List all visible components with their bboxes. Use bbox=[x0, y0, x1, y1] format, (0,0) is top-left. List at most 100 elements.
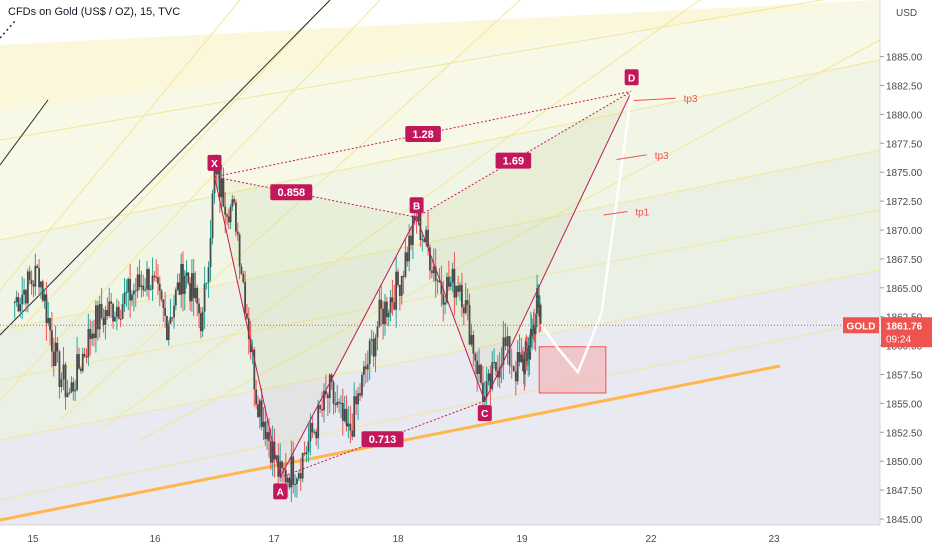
candle-body bbox=[397, 271, 399, 285]
candle bbox=[305, 446, 308, 463]
candle bbox=[351, 413, 354, 441]
candle bbox=[506, 326, 509, 365]
candle-body bbox=[464, 300, 467, 314]
candle-body bbox=[183, 275, 186, 294]
candle bbox=[102, 308, 105, 333]
candle bbox=[28, 265, 31, 285]
target-line-tp3[interactable] bbox=[616, 154, 647, 160]
candle bbox=[440, 265, 443, 307]
candle-body bbox=[402, 275, 405, 277]
candle-body bbox=[121, 304, 124, 319]
channel-band bbox=[0, 60, 880, 330]
candle-body bbox=[521, 354, 524, 357]
candle bbox=[246, 303, 248, 320]
candle bbox=[158, 276, 161, 307]
candle bbox=[257, 395, 259, 419]
candle-body bbox=[476, 360, 479, 375]
target-line-tp3[interactable] bbox=[633, 97, 676, 102]
projection-path[interactable] bbox=[540, 91, 633, 375]
candle bbox=[514, 360, 517, 396]
candle-body bbox=[374, 337, 377, 357]
candle-body bbox=[442, 294, 445, 305]
candle bbox=[328, 373, 331, 414]
fan-line bbox=[0, 0, 381, 401]
ratio-label: 0.713 bbox=[369, 434, 397, 446]
candle bbox=[244, 271, 247, 320]
candle-body bbox=[171, 317, 174, 319]
candle-body bbox=[347, 423, 350, 427]
candle-body bbox=[129, 278, 132, 301]
candle bbox=[355, 389, 358, 415]
candle-body bbox=[393, 302, 396, 310]
candle-body bbox=[117, 306, 120, 319]
candle bbox=[79, 365, 82, 374]
candle bbox=[155, 259, 158, 282]
candle bbox=[255, 379, 258, 409]
candle-body bbox=[440, 282, 443, 295]
candle bbox=[129, 264, 132, 318]
candle-body bbox=[66, 392, 69, 398]
candle-body bbox=[173, 305, 175, 318]
candle-body bbox=[533, 324, 536, 329]
candle bbox=[466, 288, 469, 321]
candle bbox=[476, 351, 479, 392]
candle-body bbox=[483, 396, 486, 402]
candle bbox=[364, 353, 367, 384]
candle bbox=[332, 379, 335, 415]
candle-body bbox=[196, 287, 199, 304]
candle-body bbox=[400, 275, 403, 296]
candle-body bbox=[123, 292, 126, 305]
candle-body bbox=[194, 287, 197, 299]
candle-body bbox=[301, 452, 304, 479]
candle bbox=[290, 440, 293, 503]
candle bbox=[127, 277, 130, 311]
candle-body bbox=[506, 336, 509, 347]
target-zone[interactable] bbox=[538, 346, 607, 394]
candle bbox=[54, 325, 57, 367]
candle-body bbox=[198, 303, 200, 314]
candle-body bbox=[125, 292, 128, 294]
fan-line bbox=[0, 0, 241, 291]
candle bbox=[220, 164, 223, 210]
candle bbox=[271, 425, 274, 477]
candle-body bbox=[78, 354, 80, 369]
candle bbox=[483, 381, 486, 409]
time-tick-label: 15 bbox=[27, 534, 39, 545]
candle bbox=[430, 257, 433, 279]
candle bbox=[459, 282, 461, 301]
candle-body bbox=[449, 282, 452, 287]
candle-body bbox=[114, 316, 116, 322]
candle-body bbox=[299, 473, 302, 479]
candle bbox=[91, 321, 94, 346]
candle-body bbox=[491, 362, 494, 389]
candle-body bbox=[455, 285, 458, 298]
candle bbox=[26, 268, 29, 313]
target-line-tp1[interactable] bbox=[603, 211, 628, 216]
candle bbox=[136, 266, 139, 299]
candle bbox=[504, 323, 507, 351]
candle-body bbox=[119, 318, 122, 320]
candle-body bbox=[17, 297, 20, 312]
candle-body bbox=[93, 333, 95, 339]
candle-body bbox=[457, 285, 460, 292]
candle-body bbox=[508, 336, 511, 366]
candle-body bbox=[166, 315, 168, 341]
candle bbox=[502, 320, 505, 380]
candle bbox=[98, 295, 101, 338]
candle-body bbox=[447, 276, 450, 287]
candle-body bbox=[296, 478, 298, 485]
candle bbox=[40, 281, 42, 299]
candle bbox=[404, 238, 407, 279]
ratio-badge bbox=[270, 184, 313, 201]
candle-body bbox=[444, 302, 447, 305]
candle bbox=[19, 297, 22, 318]
candle bbox=[140, 270, 143, 298]
channel-line bbox=[0, 149, 880, 331]
candle bbox=[526, 336, 528, 371]
candle bbox=[142, 274, 145, 297]
candle-body bbox=[134, 290, 137, 292]
price-tick-label: 1872.50 bbox=[886, 197, 923, 208]
candle-body bbox=[140, 285, 143, 287]
candle-body bbox=[95, 305, 97, 339]
